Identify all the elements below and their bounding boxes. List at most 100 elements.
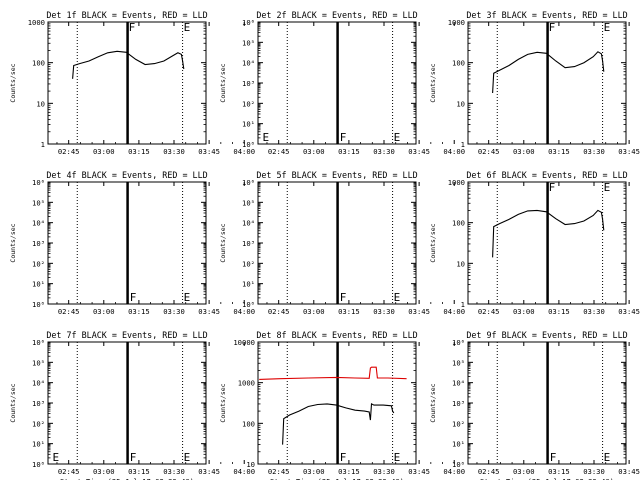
y-tick-label: 100 bbox=[452, 219, 465, 228]
y-tick-label: 10 bbox=[456, 259, 465, 268]
flag-label: E bbox=[394, 291, 401, 304]
x-axis-label: Start Time (25-Jul-17 02:33:40) bbox=[60, 477, 194, 480]
x-tick-label: 04:00 bbox=[233, 307, 255, 316]
x-tick-label: 02:45 bbox=[478, 147, 500, 156]
x-tick-label: 03:00 bbox=[93, 467, 115, 476]
x-tick-label: 03:15 bbox=[548, 467, 570, 476]
y-tick-label: 10⁵ bbox=[32, 198, 45, 207]
x-tick-label: 03:15 bbox=[338, 147, 360, 156]
x-tick-label: 02:45 bbox=[268, 467, 290, 476]
x-tick-label: 04:00 bbox=[443, 147, 465, 156]
y-tick-label: 10000 bbox=[233, 338, 255, 347]
y-tick-label: 10² bbox=[32, 259, 45, 268]
y-tick-label: 10⁶ bbox=[452, 338, 465, 347]
x-tick-label: 03:30 bbox=[163, 307, 185, 316]
y-tick-label: 10⁰ bbox=[452, 460, 465, 469]
y-tick-label: 10¹ bbox=[32, 280, 45, 289]
y-axis-label: Counts/sec bbox=[429, 223, 437, 262]
x-tick-label: 03:30 bbox=[583, 147, 605, 156]
x-tick-label: 03:45 bbox=[618, 307, 640, 316]
chart-title: Det 5f BLACK = Events, RED = LLD bbox=[256, 170, 417, 180]
flag-label: F bbox=[129, 21, 136, 34]
y-axis-label: Counts/sec bbox=[429, 383, 437, 422]
flag-label: E bbox=[53, 451, 60, 464]
y-tick-label: 10² bbox=[32, 419, 45, 428]
y-tick-label: 10 bbox=[246, 460, 255, 469]
x-tick-label: 02:45 bbox=[268, 147, 290, 156]
y-tick-label: 10⁵ bbox=[452, 358, 465, 367]
chart-title: Det 9f BLACK = Events, RED = LLD bbox=[466, 330, 627, 340]
y-tick-label: 10 bbox=[456, 99, 465, 108]
x-tick-label: 03:45 bbox=[198, 147, 220, 156]
chart-title: Det 7f BLACK = Events, RED = LLD bbox=[46, 330, 207, 340]
y-tick-label: 10⁴ bbox=[242, 219, 255, 228]
y-tick-label: 10³ bbox=[32, 399, 45, 408]
x-tick-label: 03:30 bbox=[373, 467, 395, 476]
y-tick-label: 10¹ bbox=[32, 440, 45, 449]
x-axis-label: Start Time (25-Jul-17 02:33:40) bbox=[480, 477, 614, 480]
y-tick-label: 1 bbox=[461, 300, 465, 309]
y-axis-label: Counts/sec bbox=[9, 383, 17, 422]
x-tick-label: 03:45 bbox=[198, 467, 220, 476]
x-tick-label: 03:30 bbox=[583, 307, 605, 316]
x-tick-label: 02:45 bbox=[58, 147, 80, 156]
y-tick-label: 10⁶ bbox=[242, 178, 255, 187]
y-tick-label: 10⁰ bbox=[32, 300, 45, 309]
y-tick-label: 10² bbox=[242, 259, 255, 268]
chart-title: Det 8f BLACK = Events, RED = LLD bbox=[256, 330, 417, 340]
x-tick-label: 03:30 bbox=[373, 147, 395, 156]
y-tick-label: 10³ bbox=[32, 239, 45, 248]
flag-label: E bbox=[184, 451, 191, 464]
x-tick-label: 03:45 bbox=[408, 307, 430, 316]
y-tick-label: 1000 bbox=[448, 178, 465, 187]
x-tick-label: 03:45 bbox=[198, 307, 220, 316]
x-tick-label: 02:45 bbox=[478, 307, 500, 316]
x-tick-label: 03:15 bbox=[338, 467, 360, 476]
y-tick-label: 10¹ bbox=[242, 280, 255, 289]
y-tick-label: 100 bbox=[32, 59, 45, 68]
series-line-black bbox=[492, 209, 605, 258]
y-tick-label: 1 bbox=[41, 140, 45, 149]
y-tick-label: 10³ bbox=[452, 399, 465, 408]
x-tick-label: 03:00 bbox=[513, 147, 535, 156]
flag-label: E bbox=[184, 291, 191, 304]
x-tick-label: 04:00 bbox=[233, 147, 255, 156]
y-tick-label: 10³ bbox=[242, 79, 255, 88]
flag-label: E bbox=[604, 451, 611, 464]
chart-title: Det 3f BLACK = Events, RED = LLD bbox=[466, 10, 627, 20]
x-tick-label: 03:45 bbox=[408, 147, 430, 156]
y-tick-label: 10¹ bbox=[452, 440, 465, 449]
chart-panel-det-9: Det 9f BLACK = Events, RED = LLD Counts/s… bbox=[429, 330, 640, 480]
y-tick-label: 10⁴ bbox=[32, 219, 45, 228]
flag-label: F bbox=[340, 291, 347, 304]
x-tick-label: 03:45 bbox=[408, 467, 430, 476]
flag-label: F bbox=[340, 131, 347, 144]
y-axis-label: Counts/sec bbox=[429, 63, 437, 102]
flag-label: F bbox=[550, 451, 557, 464]
chart-title: Det 2f BLACK = Events, RED = LLD bbox=[256, 10, 417, 20]
chart-panel-det-8: Det 8f BLACK = Events, RED = LLD Counts/s… bbox=[219, 330, 465, 480]
x-tick-label: 03:15 bbox=[128, 147, 150, 156]
chart-panel-det-2: Det 2f BLACK = Events, RED = LLD Counts/s… bbox=[219, 10, 465, 156]
chart-panel-det-5: Det 5f BLACK = Events, RED = LLD Counts/s… bbox=[219, 170, 465, 316]
y-tick-label: 10 bbox=[36, 99, 45, 108]
flag-label: F bbox=[549, 181, 556, 194]
chart-title: Det 4f BLACK = Events, RED = LLD bbox=[46, 170, 207, 180]
x-tick-label: 02:45 bbox=[478, 467, 500, 476]
y-tick-label: 10⁶ bbox=[32, 178, 45, 187]
y-tick-label: 10⁵ bbox=[242, 198, 255, 207]
y-tick-label: 1000 bbox=[28, 18, 45, 27]
x-tick-label: 03:00 bbox=[93, 307, 115, 316]
y-axis-label: Counts/sec bbox=[9, 63, 17, 102]
y-axis-label: Counts/sec bbox=[9, 223, 17, 262]
chart-panel-det-4: Det 4f BLACK = Events, RED = LLD Counts/s… bbox=[9, 170, 255, 316]
x-tick-label: 03:45 bbox=[618, 147, 640, 156]
x-tick-label: 03:15 bbox=[128, 467, 150, 476]
x-tick-label: 03:30 bbox=[373, 307, 395, 316]
y-tick-label: 1 bbox=[461, 140, 465, 149]
y-axis-label: Counts/sec bbox=[219, 63, 227, 102]
flag-label: E bbox=[263, 131, 270, 144]
series-line-black bbox=[72, 50, 185, 79]
x-tick-label: 03:00 bbox=[513, 307, 535, 316]
